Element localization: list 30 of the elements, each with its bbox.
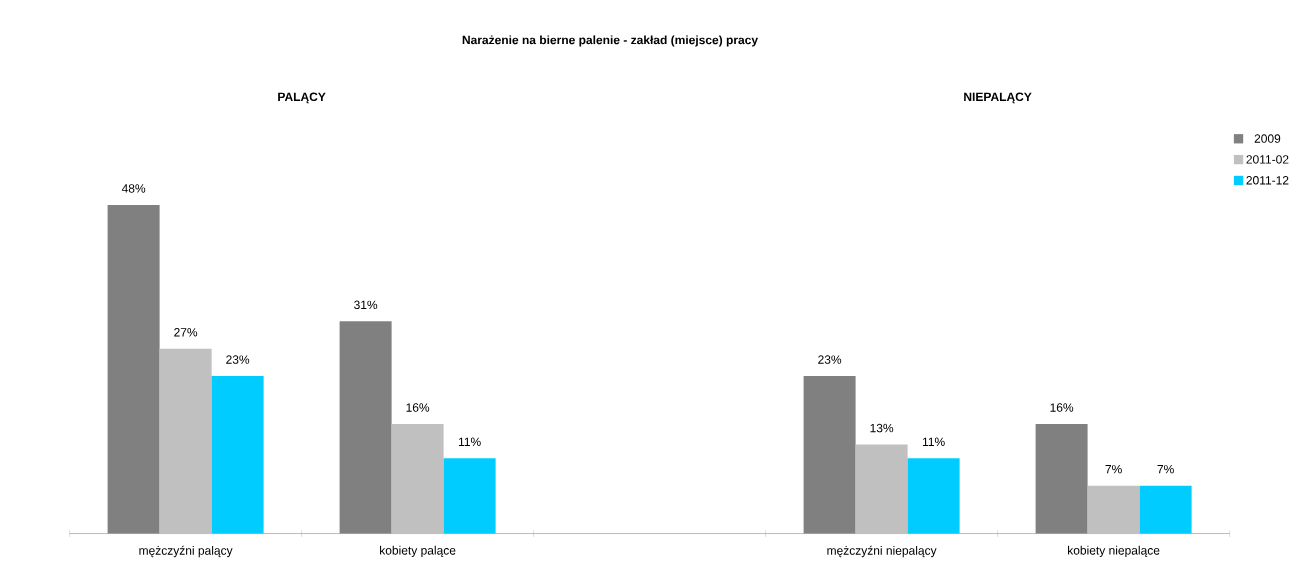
x-tick-label: mężczyźni palący (139, 545, 233, 558)
bar (855, 444, 908, 534)
data-label: 23% (818, 355, 842, 364)
text: PALĄCY (278, 92, 326, 104)
bar (443, 458, 496, 534)
x-tick-label: mężczyźni niepalący (827, 545, 937, 558)
text: NIEPALĄCY (964, 92, 1032, 104)
bar (907, 458, 960, 534)
data-label: 11% (922, 437, 945, 446)
bar (1139, 485, 1192, 534)
data-label: 23% (226, 355, 250, 364)
x-tick-label: kobiety niepalące (1068, 545, 1160, 558)
data-label: 16% (1050, 403, 1074, 412)
data-label: 7% (1157, 464, 1174, 474)
data-label: 16% (406, 403, 430, 412)
bar (391, 424, 444, 534)
bar (159, 348, 212, 534)
bar (1087, 485, 1140, 534)
data-label: 31% (354, 300, 378, 310)
data-label: 13% (870, 423, 894, 433)
data-label: 27% (174, 328, 198, 337)
legend-label: 2011-12 (1246, 176, 1289, 185)
legend-label: 2009 (1254, 134, 1281, 143)
data-label: 48% (121, 184, 146, 193)
x-tick-label: kobiety palące (380, 545, 456, 558)
chart-title: Narażenie na bierne palenie - zakład (miejsce) pracy (462, 35, 758, 47)
data-label: 11% (458, 437, 481, 446)
legend-label: 2011-02 (1246, 155, 1289, 164)
bar (211, 376, 264, 534)
data-label: 7% (1105, 464, 1122, 474)
